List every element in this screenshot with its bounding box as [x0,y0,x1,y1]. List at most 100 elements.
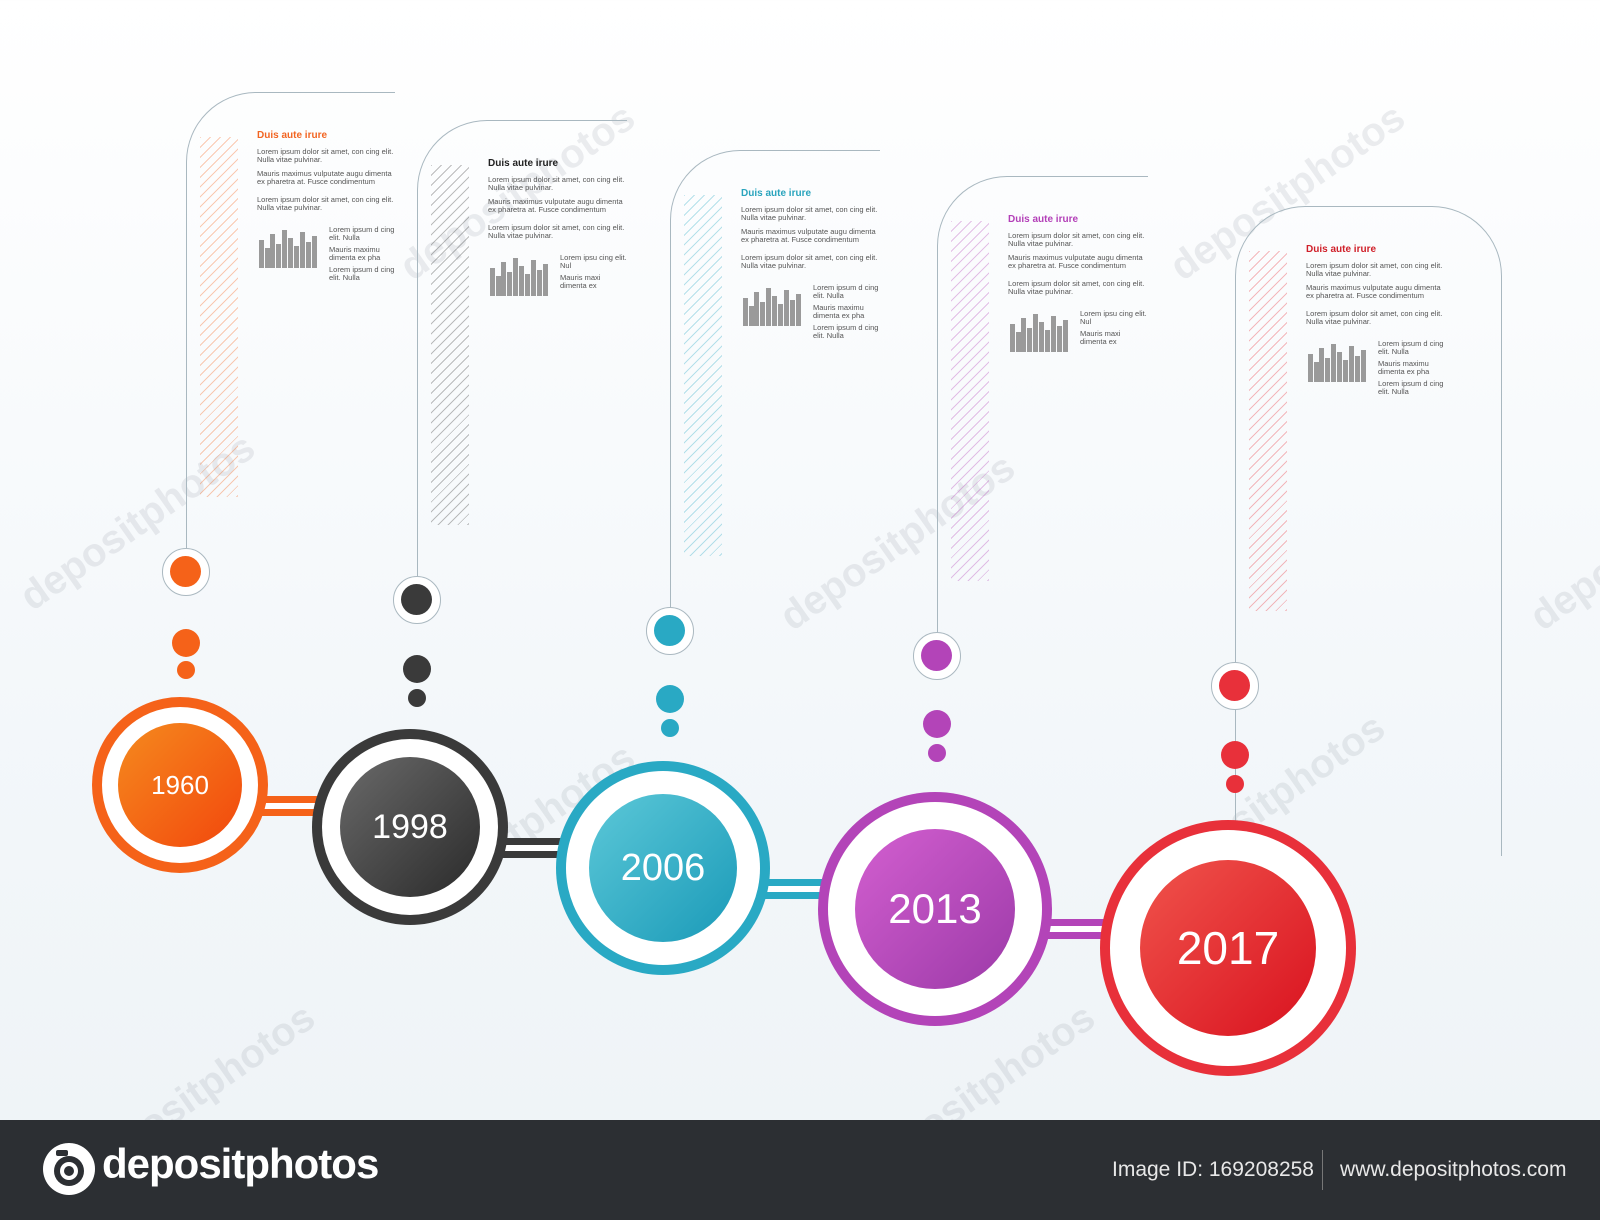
side-note: Lorem ipsum d cing elit. Nulla [813,324,881,340]
side-note: Mauris maximu dimenta ex pha condimentum… [329,246,381,262]
milestone-card-text: Duis aute irure Lorem ipsum dolor sit ame… [1306,244,1446,400]
body-paragraph: Mauris maximus vulputate augu dimenta ex… [1008,254,1143,270]
site-url[interactable]: www.depositphotos.com [1340,1158,1567,1181]
milestone-card-frame [417,120,627,576]
brand-name: depositphotos [102,1140,379,1187]
side-note: Lorem ipsum d cing elit. Nulla [329,266,397,282]
timeline-infographic: depositphotos depositphotos depositphotos d… [12,92,1600,1189]
milestone-title: Duis aute irure [488,158,559,169]
mini-chart-row: Lorem ipsu cing elit. Nul Mauris maxi dim… [1008,310,1148,352]
side-note: Lorem ipsum d cing elit. Nulla [1378,380,1446,396]
footer-divider [1322,1150,1323,1190]
mini-chart-notes: Lorem ipsum d cing elit. Nulla Mauris max… [1378,340,1446,400]
body-paragraph: Lorem ipsum dolor sit amet, con cing eli… [257,148,396,164]
body-paragraph: Lorem ipsum dolor sit amet, con cing eli… [741,254,880,270]
connector-slot [935,925,1228,932]
watermark-text: depositphotos [1522,445,1600,640]
timeline-pin [162,548,210,596]
bar-chart-thumbnail-icon [1308,344,1366,382]
connector-dot-small [408,689,426,707]
hatch-stripe [200,137,238,497]
body-paragraph: Mauris maximus vulputate augu dimenta ex… [488,198,623,214]
milestone-title: Duis aute irure [1306,244,1377,255]
connector-dot-small [1226,775,1244,793]
side-note: Lorem ipsu cing elit. Nul [1080,310,1147,326]
body-paragraph: Lorem ipsum dolor sit amet, con cing eli… [488,176,627,192]
hatch-stripe [684,195,722,556]
milestone-title: Duis aute irure [741,188,812,199]
mini-chart-row: Lorem ipsum d cing elit. Nulla Mauris max… [741,284,881,344]
pin-dot [1219,670,1250,701]
bar-chart-thumbnail-icon [259,230,317,268]
milestone-core: 2006 [589,794,737,942]
bar-chart-thumbnail-icon [743,288,801,326]
milestone-circle: 2017 [1100,820,1356,1076]
mini-chart-row: Lorem ipsum d cing elit. Nulla Mauris max… [1306,340,1446,400]
connector-dot-small [177,661,195,679]
milestone-circle: 2006 [556,761,770,975]
mini-chart-notes: Lorem ipsu cing elit. Nul Mauris maxi dim… [560,254,628,294]
body-paragraph: Lorem ipsum dolor sit amet, con cing eli… [1008,280,1147,296]
side-note: Mauris maxi dimenta ex condimentu [1080,330,1121,346]
bar-chart-thumbnail-icon [490,258,548,296]
side-note: Mauris maxi dimenta ex condimentu [560,274,601,290]
connector-dot-large [403,655,431,683]
pin-dot [654,615,685,646]
connector-dot-large [923,710,951,738]
bar-chart-thumbnail-icon [1010,314,1068,352]
body-paragraph: Mauris maximus vulputate augu dimenta ex… [1306,284,1441,300]
milestone-core: 2017 [1140,860,1316,1036]
milestone-core: 2013 [855,829,1015,989]
timeline-pin [393,576,441,624]
side-note: Lorem ipsum d cing elit. Nulla [1378,340,1446,356]
body-paragraph: Lorem ipsum dolor sit amet, con cing eli… [1306,262,1445,278]
body-paragraph: Lorem ipsum dolor sit amet, con cing eli… [1008,232,1147,248]
mini-chart-notes: Lorem ipsu cing elit. Nul Mauris maxi dim… [1080,310,1148,350]
milestone-title: Duis aute irure [1008,214,1079,225]
connector-slot [410,844,663,851]
milestone-year: 2006 [620,846,706,889]
milestone-card-frame [186,92,395,548]
body-paragraph: Lorem ipsum dolor sit amet, con cing eli… [257,196,396,212]
milestone-year: 1960 [151,769,209,800]
mini-chart-row: Lorem ipsu cing elit. Nul Mauris maxi dim… [488,254,628,296]
milestone-card-text: Duis aute irure Lorem ipsum dolor sit ame… [257,130,397,286]
body-paragraph: Lorem ipsum dolor sit amet, con cing eli… [1306,310,1445,326]
body-paragraph: Mauris maximus vulputate augu dimenta ex… [741,228,876,244]
milestone-year: 2017 [1176,922,1280,974]
milestone-card-text: Duis aute irure Lorem ipsum dolor sit ame… [488,158,628,296]
milestone-card-text: Duis aute irure Lorem ipsum dolor sit ame… [1008,214,1148,352]
mini-chart-notes: Lorem ipsum d cing elit. Nulla Mauris max… [813,284,881,344]
pin-dot [401,584,432,615]
pin-dot [170,556,201,587]
hatch-stripe [431,165,469,525]
milestone-core: 1998 [340,757,480,897]
connector-dot-large [172,629,200,657]
timeline-pin [646,607,694,655]
connector-slot [663,885,935,892]
milestone-circle: 2013 [818,792,1052,1026]
hatch-stripe [1249,251,1287,611]
milestone-card-frame [1235,206,1502,856]
milestone-circle: 1998 [312,729,508,925]
hatch-stripe [951,221,989,581]
body-paragraph: Lorem ipsum dolor sit amet, con cing eli… [488,224,627,240]
side-note: Lorem ipsum d cing elit. Nulla [329,226,397,242]
mini-chart-row: Lorem ipsum d cing elit. Nulla Mauris max… [257,226,397,286]
pin-dot [921,640,952,671]
image-id-label: Image ID: 169208258 [1112,1158,1314,1181]
timeline-pin [1211,662,1259,710]
milestone-card-text: Duis aute irure Lorem ipsum dolor sit ame… [741,188,881,344]
milestone-core: 1960 [118,723,242,847]
milestone-year: 1998 [372,807,448,846]
milestone-title: Duis aute irure [257,130,328,141]
side-note: Mauris maximu dimenta ex pha condimentum… [1378,360,1430,376]
connector-dot-large [656,685,684,713]
body-paragraph: Mauris maximus vulputate augu dimenta ex… [257,170,392,186]
side-note: Lorem ipsu cing elit. Nul [560,254,627,270]
side-note: Lorem ipsum d cing elit. Nulla [813,284,881,300]
side-note: Mauris maximu dimenta ex pha condimentum… [813,304,865,320]
milestone-card-frame [670,150,880,607]
camera-logo-icon [43,1143,95,1195]
connector-dot-small [928,744,946,762]
